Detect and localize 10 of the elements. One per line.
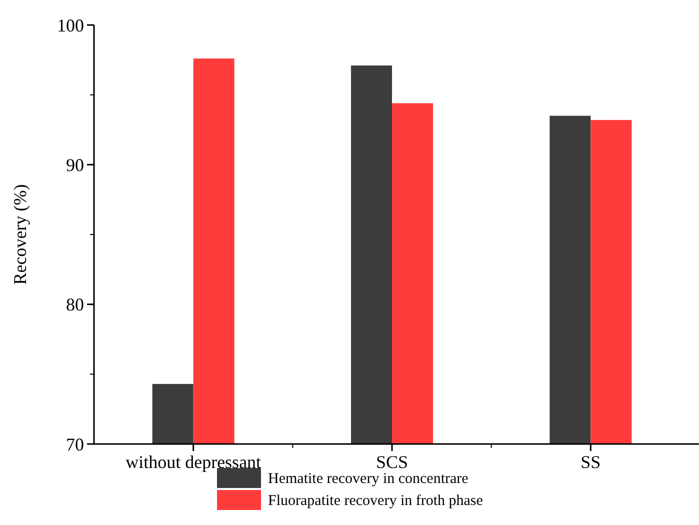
x-tick-label: SCS	[376, 452, 408, 472]
y-tick-label: 70	[66, 434, 84, 454]
legend-label: Hematite recovery in concentrare	[268, 471, 469, 487]
y-tick-label: 80	[66, 294, 84, 315]
y-tick-label: 90	[66, 154, 84, 175]
y-tick-label: 100	[57, 15, 84, 36]
y-axis-title: Recovery (%)	[10, 184, 30, 285]
x-tick-label: SS	[580, 452, 601, 472]
legend-label: Fluorapatite recovery in froth phase	[268, 493, 484, 509]
x-tick-label: without depressant	[126, 452, 262, 472]
